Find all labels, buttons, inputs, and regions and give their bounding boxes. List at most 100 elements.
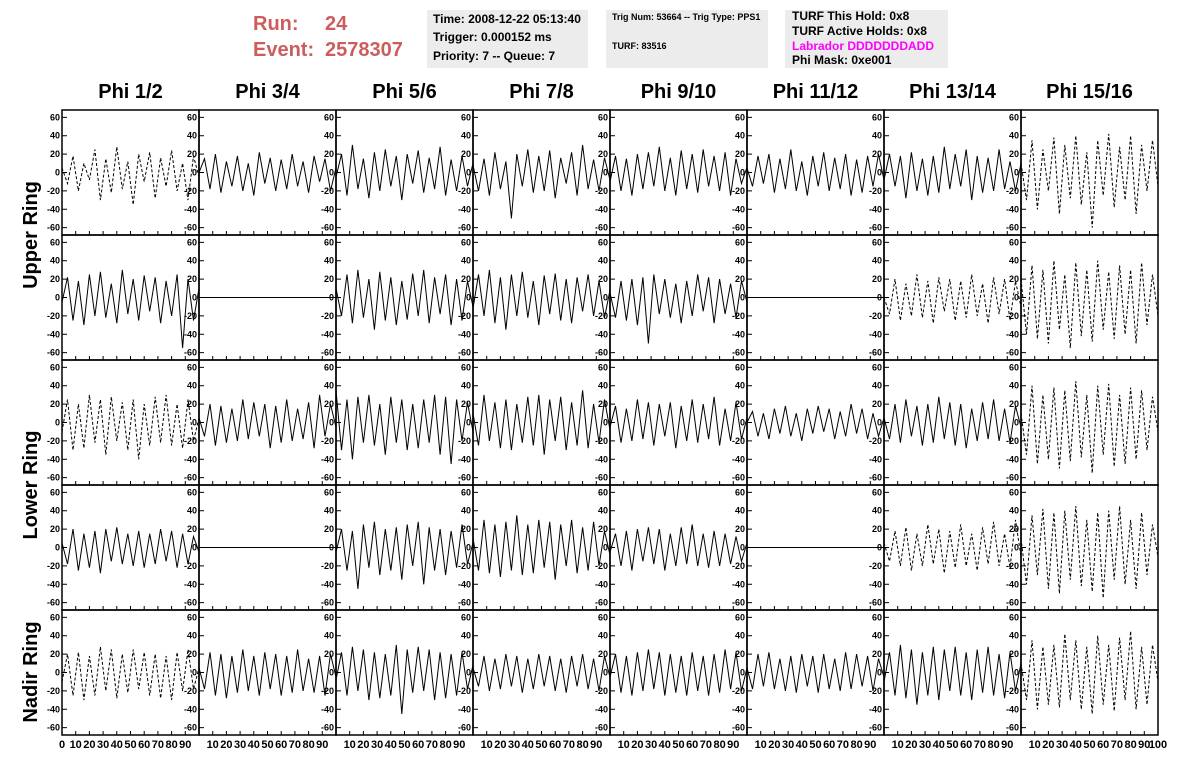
y-tick-label: -40 (1006, 204, 1019, 214)
x-tick-label: 70 (837, 739, 849, 751)
waveform (472, 654, 611, 693)
y-tick-label: 60 (1009, 612, 1019, 622)
panel-frame (746, 359, 885, 486)
y-tick-label: -60 (47, 473, 60, 483)
x-tick-label: 80 (576, 739, 588, 751)
y-tick-label: 20 (324, 649, 334, 659)
y-tick-label: 20 (461, 149, 471, 159)
y-tick-label: -20 (1006, 186, 1019, 196)
y-tick-label: -60 (184, 598, 197, 608)
info-line: TURF This Hold: 0x8 (792, 9, 910, 23)
waveform (198, 394, 337, 449)
y-tick-label: 20 (324, 149, 334, 159)
y-tick-label: 20 (50, 524, 60, 534)
y-tick-label: -40 (595, 329, 608, 339)
y-tick-label: 60 (461, 237, 471, 247)
waveform (335, 644, 474, 714)
y-tick-label: -20 (732, 186, 745, 196)
y-tick-label: -60 (184, 473, 197, 483)
y-tick-label: -40 (47, 329, 60, 339)
x-tick-label: 40 (248, 739, 260, 751)
x-tick-label: 70 (289, 739, 301, 751)
y-tick-label: -40 (732, 704, 745, 714)
x-tick-label: 30 (371, 739, 383, 751)
y-tick-label: 0 (55, 543, 60, 553)
y-tick-label: -40 (595, 454, 608, 464)
y-tick-label: -60 (595, 723, 608, 733)
y-tick-label: 60 (461, 612, 471, 622)
y-tick-label: -40 (458, 579, 471, 589)
y-tick-label: -40 (184, 454, 197, 464)
y-tick-label: 0 (1014, 293, 1019, 303)
y-tick-label: 60 (872, 362, 882, 372)
y-tick-label: -20 (1006, 561, 1019, 571)
panel-frame (1020, 484, 1159, 611)
panel-frame (609, 359, 748, 486)
y-tick-label: 40 (735, 256, 745, 266)
y-tick-label: 0 (192, 168, 197, 178)
y-tick-label: -60 (184, 348, 197, 358)
y-tick-label: -60 (47, 598, 60, 608)
y-tick-label: 40 (324, 631, 334, 641)
info-line: TURF Active Holds: 0x8 (792, 24, 927, 38)
x-tick-label: 40 (796, 739, 808, 751)
waveform (883, 146, 1022, 201)
y-tick-label: -40 (595, 704, 608, 714)
x-tick-label: 50 (809, 739, 821, 751)
y-tick-label: 60 (1009, 237, 1019, 247)
y-tick-label: -40 (321, 204, 334, 214)
x-tick-label: 10 (1029, 739, 1041, 751)
y-tick-label: 20 (598, 649, 608, 659)
y-tick-label: -20 (184, 436, 197, 446)
y-tick-label: -60 (1006, 723, 1019, 733)
waveform (61, 646, 200, 701)
waveform (61, 527, 200, 574)
waveform (1020, 506, 1159, 599)
y-tick-label: 0 (603, 293, 608, 303)
y-tick-label: 20 (872, 149, 882, 159)
y-tick-label: -60 (869, 723, 882, 733)
waveform (883, 519, 1022, 574)
waveform (746, 149, 885, 196)
x-tick-label: 20 (631, 739, 643, 751)
y-tick-label: 60 (324, 612, 334, 622)
y-tick-label: 0 (740, 543, 745, 553)
x-tick-label: 60 (686, 739, 698, 751)
waveform (1020, 381, 1159, 474)
y-tick-label: -20 (732, 561, 745, 571)
y-tick-label: 60 (187, 237, 197, 247)
y-tick-label: 0 (192, 418, 197, 428)
y-tick-label: 60 (1009, 362, 1019, 372)
y-tick-label: 0 (329, 543, 334, 553)
y-tick-label: -60 (732, 723, 745, 733)
y-tick-label: 40 (872, 256, 882, 266)
x-tick-label: 70 (974, 739, 986, 751)
y-tick-label: 20 (735, 399, 745, 409)
y-tick-label: 60 (598, 237, 608, 247)
y-tick-label: 60 (598, 112, 608, 122)
info-line: Phi Mask: 0xe001 (792, 53, 892, 67)
x-tick-label: 50 (946, 739, 958, 751)
y-tick-label: 0 (1014, 668, 1019, 678)
y-tick-label: 40 (735, 131, 745, 141)
y-tick-label: 20 (1009, 274, 1019, 284)
info-box (606, 10, 768, 68)
panel-frame (1020, 109, 1159, 236)
panel-frame (61, 609, 200, 736)
x-tick-label: 30 (782, 739, 794, 751)
x-tick-label: 10 (344, 739, 356, 751)
y-tick-label: 40 (187, 381, 197, 391)
y-tick-label: 0 (55, 293, 60, 303)
x-tick-label: 20 (83, 739, 95, 751)
y-tick-label: -20 (321, 686, 334, 696)
y-tick-label: -40 (732, 579, 745, 589)
x-tick-label: 60 (138, 739, 150, 751)
y-tick-label: 60 (187, 362, 197, 372)
x-tick-label: 90 (1138, 739, 1150, 751)
info-line: Time: 2008-12-22 05:13:40 (433, 12, 581, 26)
y-tick-label: 40 (872, 631, 882, 641)
y-tick-label: 0 (466, 168, 471, 178)
y-tick-label: -40 (869, 454, 882, 464)
y-tick-label: -60 (869, 348, 882, 358)
x-tick-label: 80 (439, 739, 451, 751)
